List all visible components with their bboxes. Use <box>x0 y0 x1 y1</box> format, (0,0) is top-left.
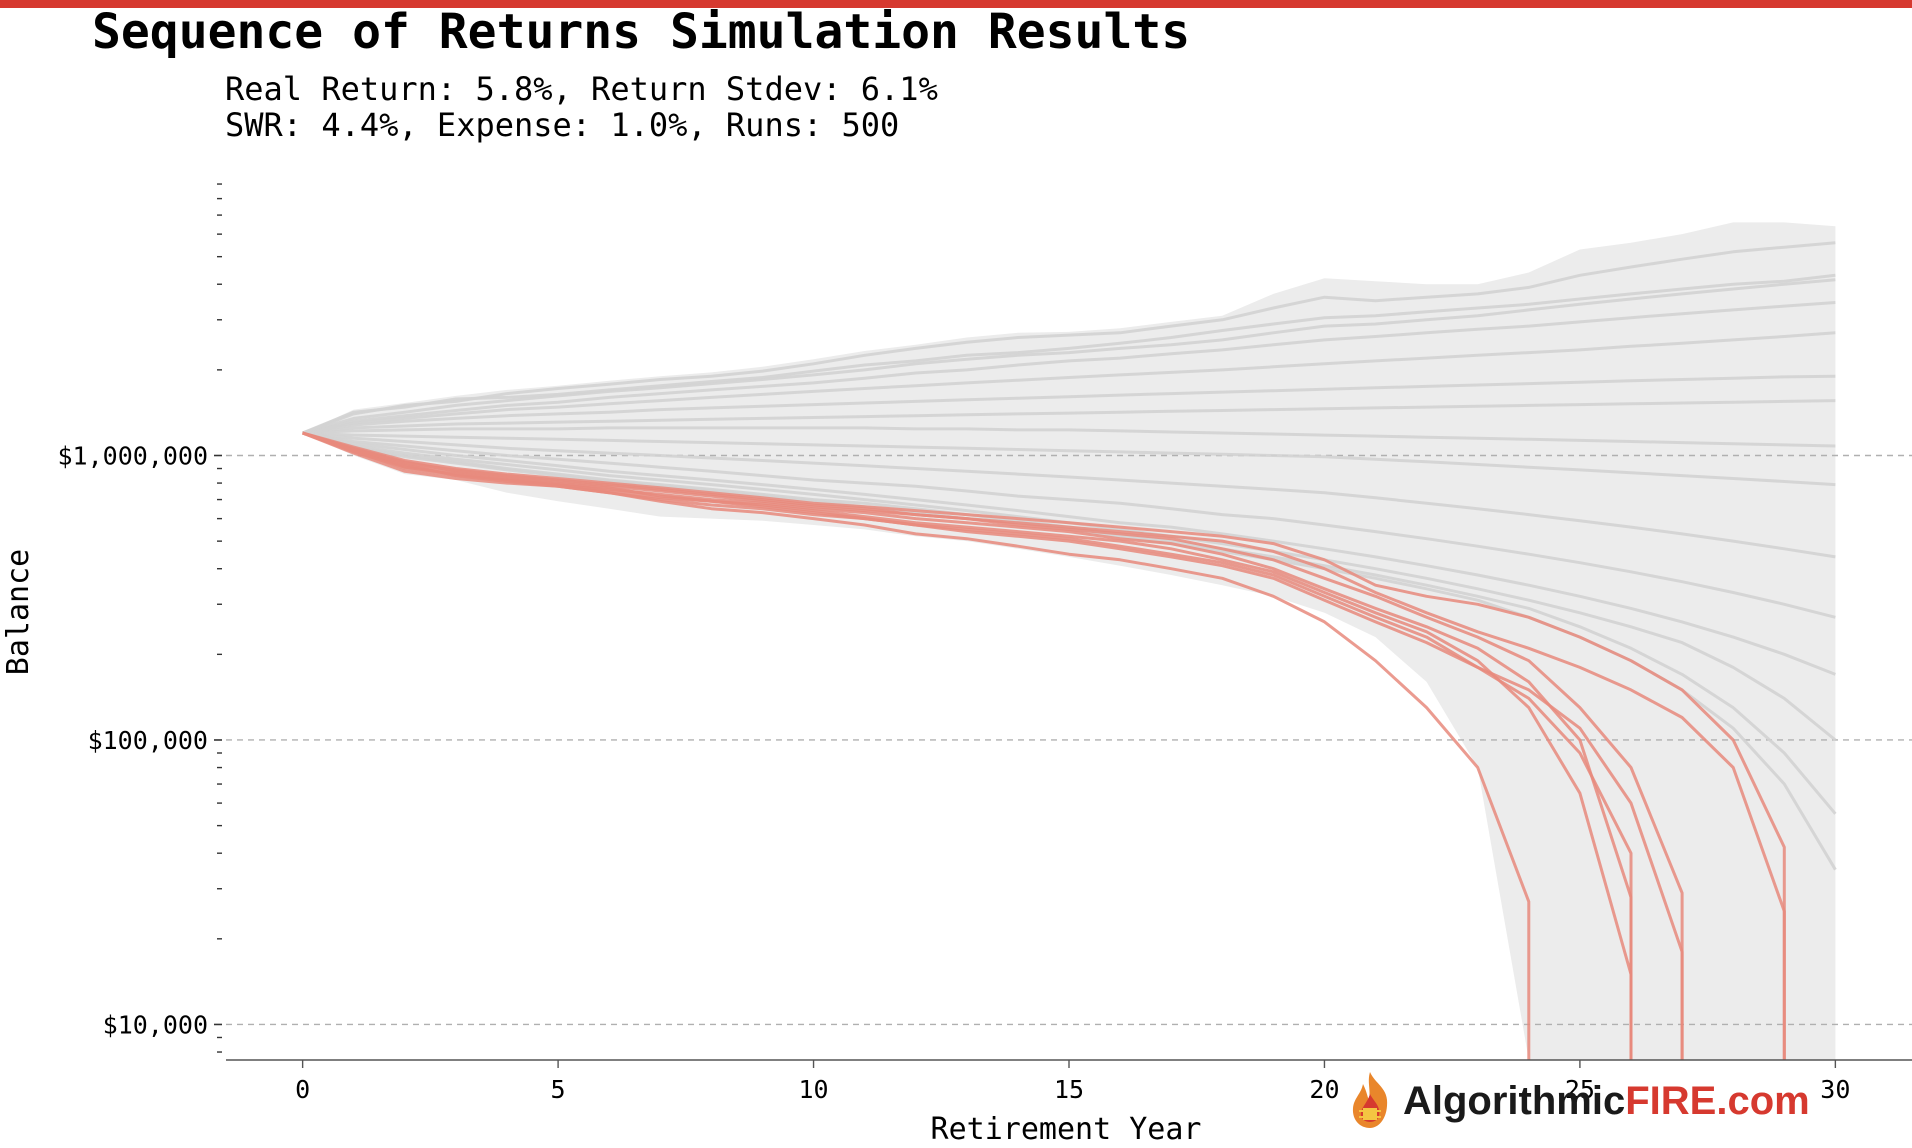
series-line-run-5 <box>302 374 1836 435</box>
axes-layer: 0 5 10 15 20 25 30 $10,000 $100,000 $1,000,000 <box>57 183 1912 1104</box>
flame-chip-icon <box>1352 1072 1388 1128</box>
x-tick-label-5: 5 <box>551 1075 566 1104</box>
brand-logo: Algorithmic FIRE.com <box>1345 1070 1810 1132</box>
series-line-run-15 <box>302 273 1836 435</box>
series-line-failed-run-7 <box>302 431 1786 1060</box>
x-tick-label-10: 10 <box>798 1075 828 1104</box>
series-line-run-1 <box>302 241 1836 435</box>
series-line-failed-run-5 <box>302 431 1684 1060</box>
chart-subtitle-line-2: SWR: 4.4%, Expense: 1.0%, Runs: 500 <box>225 106 900 144</box>
y-tick-label-100000: $100,000 <box>88 726 208 755</box>
series-line-run-11 <box>302 431 1836 676</box>
chart-title: Sequence of Returns Simulation Results <box>92 4 1191 60</box>
x-axis-label: Retirement Year <box>931 1112 1202 1147</box>
top-accent-bar <box>0 0 1912 8</box>
y-tick-label-1000000: $1,000,000 <box>57 442 208 471</box>
failed-runs-layer <box>302 431 1786 1060</box>
chart-subtitle-line-1: Real Return: 5.8%, Return Stdev: 6.1% <box>225 70 938 108</box>
logo-text-accent: FIRE.com <box>1625 1078 1810 1123</box>
x-tick-label-15: 15 <box>1054 1075 1084 1104</box>
series-line-run-9 <box>302 431 1836 559</box>
series-line-run-10 <box>302 431 1836 619</box>
series-line-run-3 <box>302 301 1836 435</box>
y-tick-label-10000: $10,000 <box>103 1010 208 1039</box>
logo-text-main: Algorithmic <box>1403 1078 1626 1123</box>
range-band-layer <box>302 222 1836 1060</box>
x-tick-label-0: 0 <box>295 1075 310 1104</box>
range-band <box>302 222 1836 1060</box>
series-line-run-6 <box>302 399 1836 435</box>
x-tick-label-30: 30 <box>1820 1075 1850 1104</box>
y-axis-label: Balance <box>1 549 36 675</box>
x-tick-label-25: 25 <box>1565 1075 1595 1104</box>
series-line-run-7 <box>302 426 1836 448</box>
series-line-run-8 <box>302 431 1836 487</box>
x-tick-label-20: 20 <box>1309 1075 1339 1104</box>
series-line-run-4 <box>302 331 1836 435</box>
series-line-failed-run-8 <box>302 431 1633 1060</box>
